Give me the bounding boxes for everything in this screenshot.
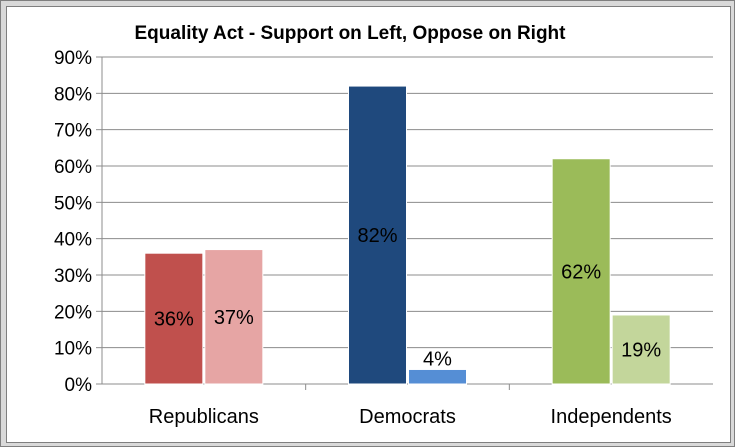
data-label: 62% — [561, 261, 601, 283]
y-tick-label: 40% — [54, 230, 92, 251]
y-tick-label: 90% — [54, 48, 92, 69]
support-bar — [144, 252, 204, 385]
oppose-bar — [611, 314, 671, 385]
y-tick-label: 50% — [54, 193, 92, 214]
category-label: Republicans — [149, 406, 259, 428]
y-tick-label: 70% — [54, 121, 92, 142]
y-tick-label: 30% — [54, 266, 92, 287]
category-label: Independents — [551, 406, 672, 428]
y-tick-label: 80% — [54, 84, 92, 105]
y-tick-label: 60% — [54, 157, 92, 178]
oppose-bar — [204, 249, 264, 385]
data-label: 19% — [621, 339, 661, 361]
y-tick-label: 20% — [54, 302, 92, 323]
data-label: 37% — [214, 307, 254, 329]
y-tick-label: 10% — [54, 339, 92, 360]
data-label: 4% — [423, 348, 452, 370]
y-tick-label: 0% — [65, 375, 93, 396]
oppose-bar — [408, 368, 467, 385]
data-label: 82% — [357, 225, 397, 247]
category-label: Democrats — [359, 406, 456, 428]
support-bar — [348, 85, 407, 385]
chart-title: Equality Act - Support on Left, Oppose o… — [135, 23, 567, 44]
data-label: 36% — [154, 309, 194, 331]
support-bar — [551, 158, 611, 385]
